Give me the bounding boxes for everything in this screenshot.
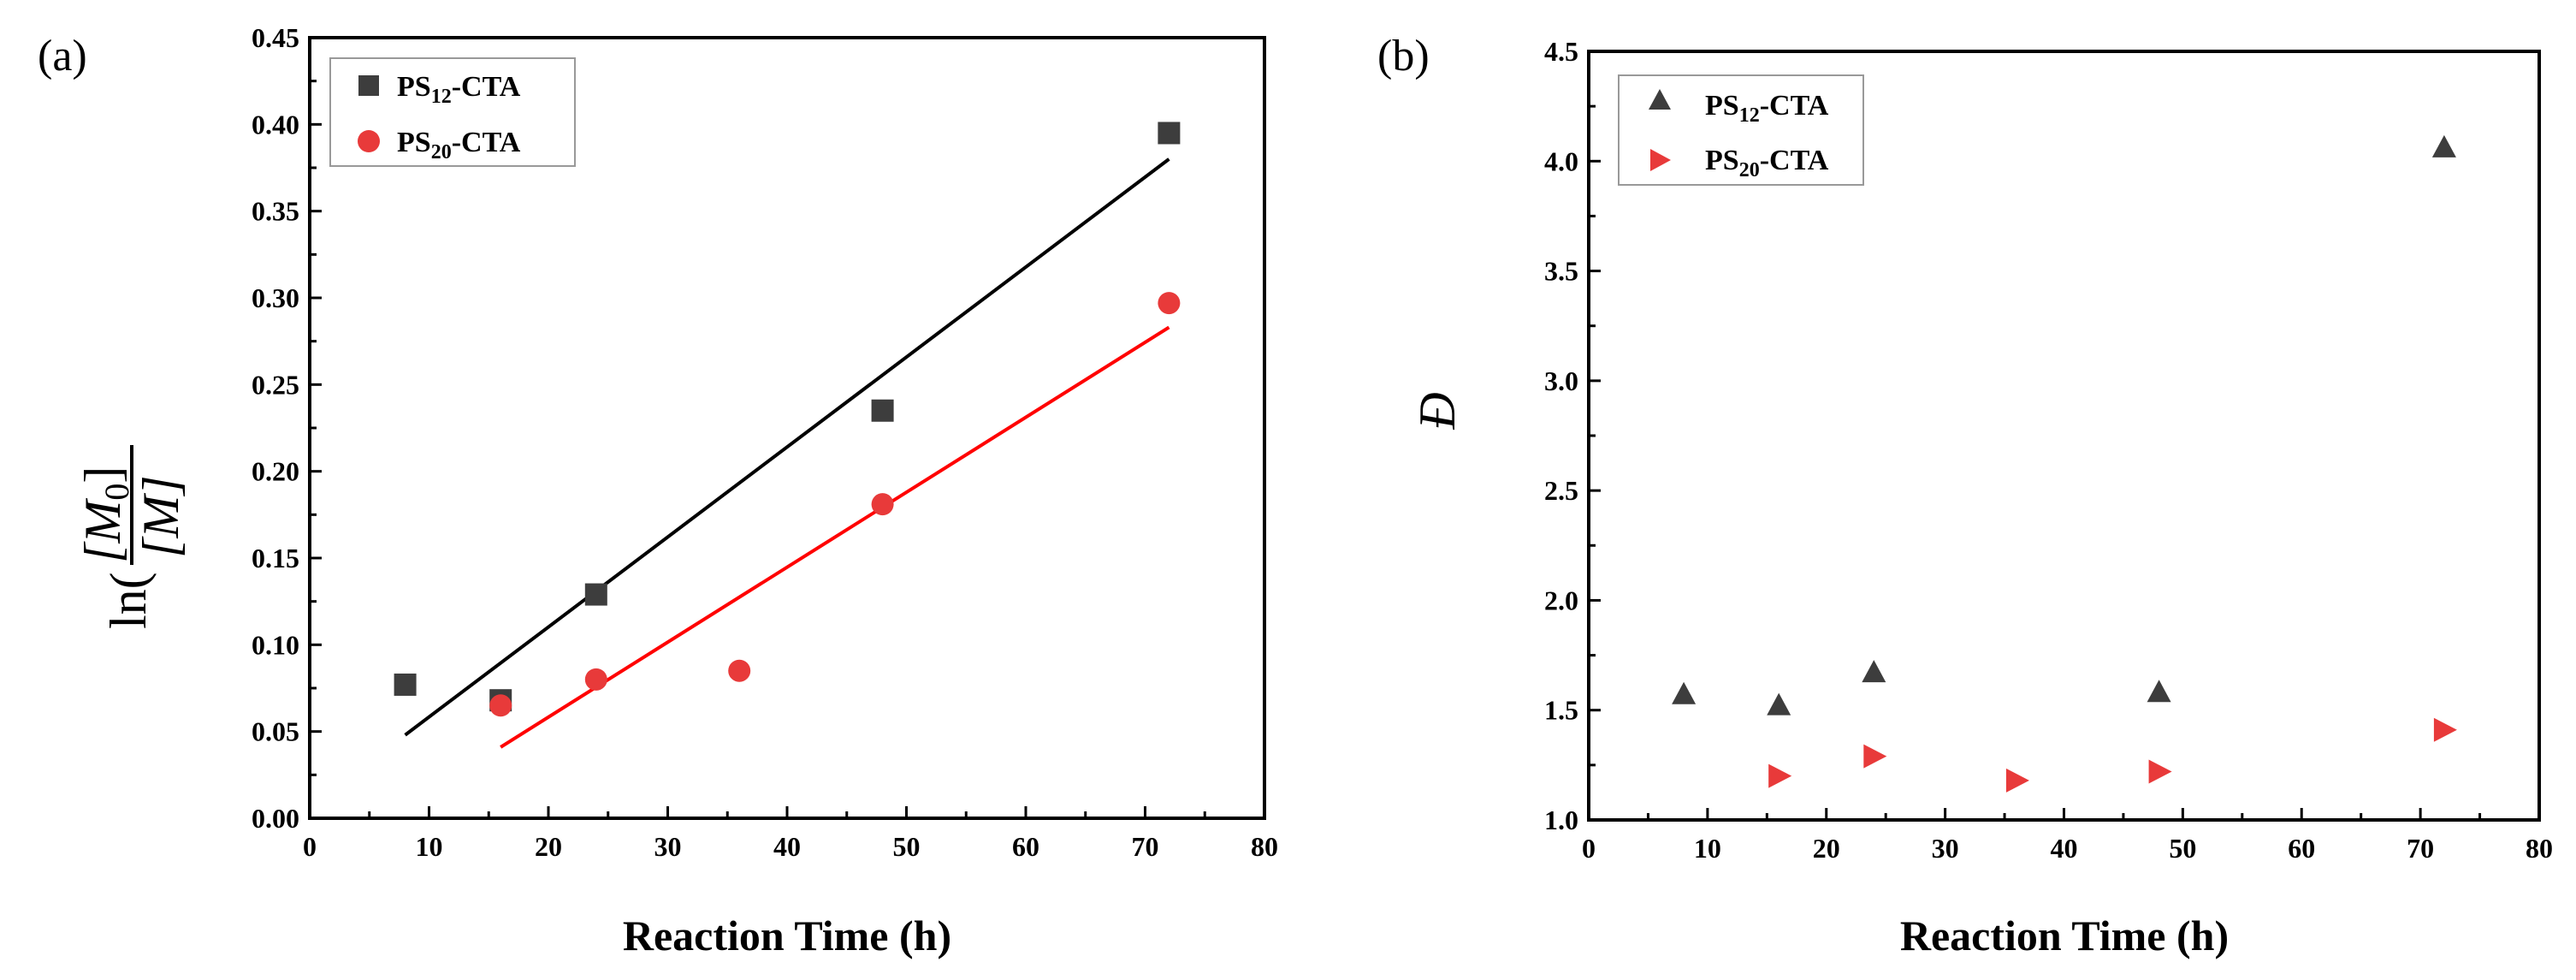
y-tick-label: 0.25 <box>252 369 299 400</box>
y-tick-label: 2.0 <box>1544 585 1578 615</box>
data-point-ps12 <box>1672 681 1697 704</box>
data-point-ps12 <box>394 673 417 696</box>
panel-a-fit-lines <box>404 157 1170 749</box>
x-tick-label: 10 <box>1694 833 1721 864</box>
ylabel-prefix: ln( <box>100 572 157 629</box>
data-point-ps12 <box>1158 122 1181 145</box>
data-point-ps20 <box>584 668 607 691</box>
data-point-ps20 <box>728 659 751 682</box>
y-tick-label: 0.35 <box>252 196 299 227</box>
y-tick-label: 0.45 <box>252 22 299 53</box>
y-tick-label: 4.5 <box>1544 36 1578 67</box>
x-tick-label: 60 <box>2288 833 2315 864</box>
y-tick-label: 1.0 <box>1544 805 1578 835</box>
svg-text:Đ: Đ <box>1409 392 1466 430</box>
fit-line-ps20 <box>500 325 1170 749</box>
legend-label-ps20: PS20-CTA <box>1705 145 1829 181</box>
y-tick-label: 3.5 <box>1544 256 1578 287</box>
legend-marker-square <box>358 75 379 96</box>
y-tick-label: 0.40 <box>252 109 299 140</box>
x-tick-label: 60 <box>1012 831 1039 862</box>
x-tick-label: 50 <box>893 831 921 862</box>
y-tick-label: 0.20 <box>252 456 299 487</box>
panel-b-ticks: 0 10 20 30 40 50 60 70 80 1.0 1.5 2.0 2.5 3.0 3.5 4.0 4.… <box>1544 36 2553 864</box>
data-point-ps12 <box>2431 134 2456 157</box>
panel-a-legend: PS12-CTA PS20-CTA <box>329 57 576 167</box>
ylabel-numerator: [M0] <box>74 466 136 563</box>
data-point-ps12 <box>1862 660 1886 683</box>
ylabel-denominator: [M] <box>133 475 189 558</box>
x-tick-label: 50 <box>2169 833 2196 864</box>
panel-b-ylabel: Đ <box>1409 392 1466 430</box>
x-tick-label: 30 <box>1932 833 1959 864</box>
data-point-ps12 <box>1767 692 1791 716</box>
panel-a-xlabel: Reaction Time (h) <box>623 912 951 959</box>
x-tick-label: 70 <box>2407 833 2434 864</box>
legend-label-ps20: PS20-CTA <box>397 127 521 163</box>
x-tick-label: 0 <box>1582 833 1596 864</box>
panel-a-frame <box>308 36 1266 820</box>
data-point-ps12 <box>2147 680 2171 703</box>
panel-b-label: (b) <box>1377 32 1430 80</box>
panel-b-legend: PS12-CTA PS20-CTA <box>1618 74 1864 186</box>
panel-b-points <box>1672 134 2457 793</box>
y-tick-label: 1.5 <box>1544 695 1578 726</box>
x-tick-label: 40 <box>2051 833 2078 864</box>
data-point-ps20 <box>489 694 512 717</box>
x-tick-label: 70 <box>1132 831 1159 862</box>
y-tick-label: 2.5 <box>1544 475 1578 506</box>
y-tick-label: 3.0 <box>1544 365 1578 396</box>
y-tick-label: 4.0 <box>1544 146 1578 176</box>
x-tick-label: 10 <box>416 831 443 862</box>
data-point-ps20 <box>2148 759 2172 784</box>
data-point-ps20 <box>1768 763 1792 788</box>
x-tick-label: 40 <box>773 831 801 862</box>
legend-label-ps12: PS12-CTA <box>397 71 521 108</box>
x-tick-label: 80 <box>2526 833 2553 864</box>
legend-marker-triangle-right <box>1650 149 1671 171</box>
data-point-ps20 <box>1158 292 1181 315</box>
y-tick-label: 0.00 <box>252 803 299 834</box>
y-tick-label: 0.15 <box>252 543 299 573</box>
legend-marker-circle <box>358 130 380 152</box>
data-point-ps12 <box>584 583 607 606</box>
data-point-ps12 <box>871 399 894 422</box>
panel-b: (b) Đ 0 10 20 30 40 50 60 70 80 1.0 1.5 2.0 2.5 3.0 3.… <box>1377 32 2553 959</box>
legend-label-ps12: PS12-CTA <box>1705 90 1829 127</box>
panel-a-points <box>394 122 1181 717</box>
panel-a: (a) ln( [M0] [M] 0 10 20 30 40 50 60 70 80 0.00 0.… <box>38 22 1278 959</box>
data-point-ps20 <box>871 493 894 516</box>
panel-a-ylabel: ln( [M0] [M] <box>74 445 189 629</box>
panel-b-xlabel: Reaction Time (h) <box>1900 912 2229 959</box>
data-point-ps20 <box>2005 768 2029 793</box>
x-tick-label: 0 <box>303 831 317 862</box>
x-tick-label: 20 <box>535 831 562 862</box>
panel-a-label: (a) <box>38 32 87 80</box>
x-tick-label: 20 <box>1813 833 1840 864</box>
data-point-ps20 <box>1863 744 1887 769</box>
y-tick-label: 0.10 <box>252 629 299 660</box>
y-tick-label: 0.05 <box>252 716 299 747</box>
fit-line-ps12 <box>404 157 1170 737</box>
y-tick-label: 0.30 <box>252 282 299 313</box>
data-point-ps20 <box>2433 717 2457 742</box>
x-tick-label: 80 <box>1251 831 1278 862</box>
x-tick-label: 30 <box>654 831 682 862</box>
legend-marker-triangle-up <box>1649 89 1671 110</box>
panel-a-ticks: 0 10 20 30 40 50 60 70 80 0.00 0.05 0.10 0.15 0.20 0.2… <box>252 22 1278 862</box>
panel-b-frame <box>1587 50 2541 822</box>
